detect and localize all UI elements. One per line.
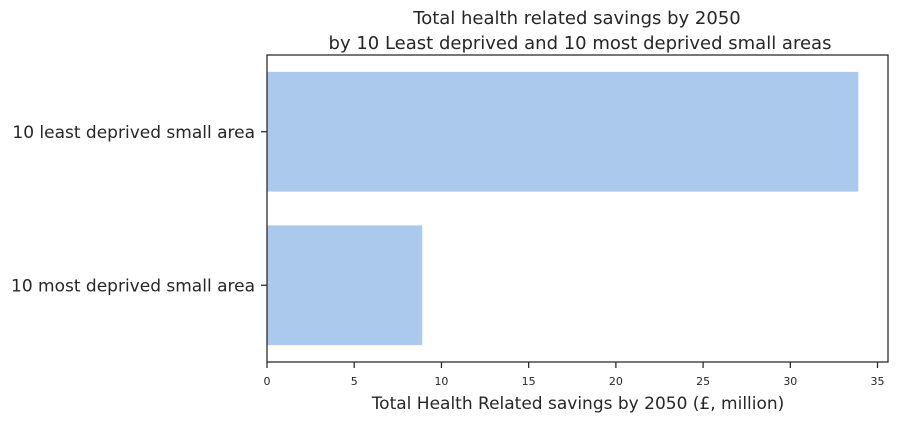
- y-tick-label: 10 most deprived small area: [11, 276, 255, 296]
- x-tick-label: 25: [696, 375, 710, 388]
- y-tick-label: 10 least deprived small area: [12, 123, 255, 143]
- x-tick-label: 0: [264, 375, 271, 388]
- chart-subtitle: by 10 Least deprived and 10 most deprive…: [329, 33, 832, 54]
- x-tick-label: 20: [609, 375, 623, 388]
- plot-frame: [266, 54, 889, 363]
- x-tick-label: 10: [434, 375, 448, 388]
- chart-title: Total health related savings by 2050: [412, 8, 740, 29]
- x-tick-label: 15: [522, 375, 536, 388]
- bar-1: [267, 71, 859, 192]
- x-axis-label: Total Health Related savings by 2050 (£,…: [371, 394, 785, 414]
- x-tick-label: 35: [871, 375, 885, 388]
- x-tick-label: 5: [351, 375, 358, 388]
- x-tick-label: 30: [783, 375, 797, 388]
- bar-2: [267, 225, 423, 346]
